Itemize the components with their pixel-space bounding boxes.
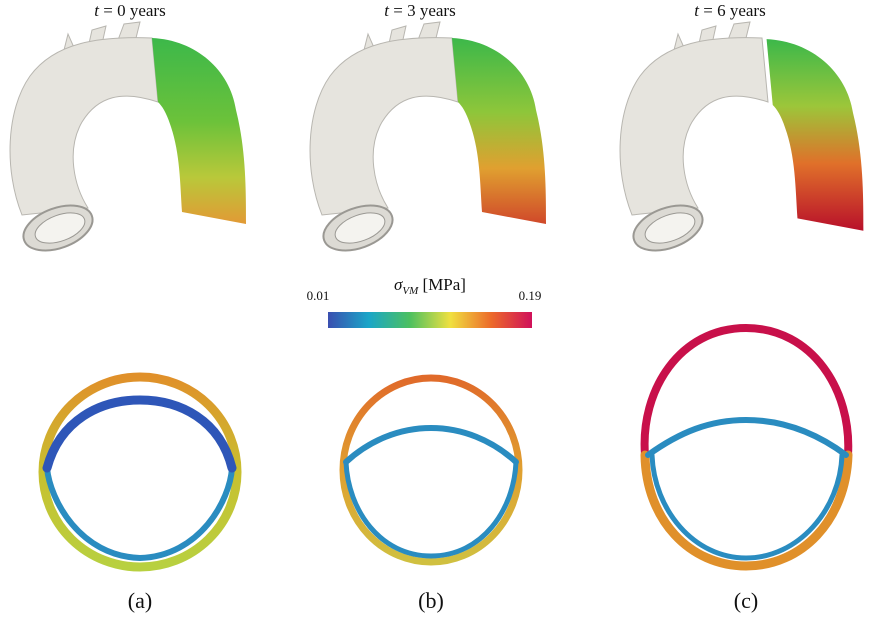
colorbar-max: 0.19 xyxy=(519,288,542,303)
title-rest: = 6 years xyxy=(699,1,766,20)
aorta-c xyxy=(620,22,863,259)
panel-title: t = 3 years xyxy=(384,1,455,20)
aorta-b xyxy=(310,22,546,259)
title-rest: = 3 years xyxy=(389,1,456,20)
cross-section-c xyxy=(645,328,849,566)
unit: [MPa] xyxy=(418,275,466,294)
colorbar-label: σVM [MPa] xyxy=(394,275,466,297)
colorbar xyxy=(328,312,532,328)
panel-label: (b) xyxy=(418,588,444,613)
aorta-a xyxy=(10,22,246,259)
title-rest: = 0 years xyxy=(99,1,166,20)
colorbar-min: 0.01 xyxy=(307,288,330,303)
panel-label: (a) xyxy=(128,588,152,613)
subscript: VM xyxy=(402,285,419,297)
cross-section-b xyxy=(343,378,519,562)
figure: t = 0 years t = 3 years t = 6 years σVM … xyxy=(0,0,872,620)
panel-title: t = 0 years xyxy=(94,1,165,20)
panel-label: (c) xyxy=(734,588,758,613)
panel-title: t = 6 years xyxy=(694,1,765,20)
cross-section-a xyxy=(43,377,237,567)
